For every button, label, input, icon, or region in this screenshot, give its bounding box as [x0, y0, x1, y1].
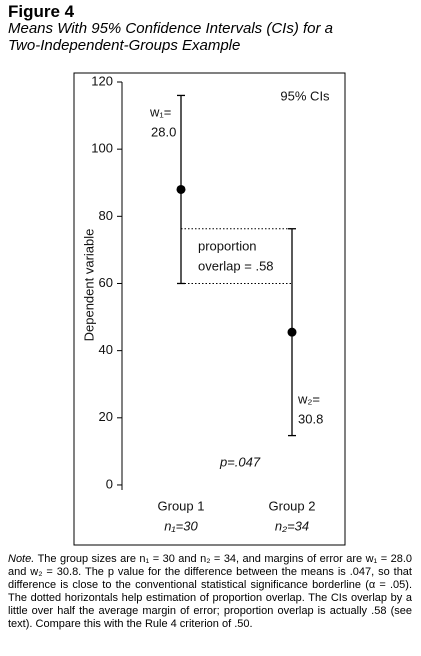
y-axis-label: Dependent variable — [81, 229, 96, 342]
y-tick-label: 0 — [106, 476, 113, 491]
y-tick-label: 60 — [99, 275, 113, 290]
y-tick-label: 20 — [99, 409, 113, 424]
mean-point — [287, 327, 297, 337]
mean-point — [176, 184, 186, 194]
legend-text: 95% CIs — [280, 88, 330, 103]
sample-label: n₁=30 — [164, 518, 198, 533]
p-annotation: p=.047 — [219, 454, 261, 469]
subtitle-line: Means With 95% Confidence Intervals (CIs… — [8, 20, 333, 37]
frame — [73, 72, 346, 546]
note: Note. The group sizes are n₁ = 30 and n₂… — [8, 553, 412, 631]
x-tick-label: Group 1 — [158, 498, 205, 513]
sample-label: n₂=34 — [275, 518, 309, 533]
error-name: w₁= — [149, 104, 171, 119]
subtitle-line: Two-Independent-Groups Example — [8, 37, 241, 54]
error-name: w₂= — [297, 391, 320, 406]
figure-subtitle: Means With 95% Confidence Intervals (CIs… — [8, 20, 333, 54]
y-tick-label: 40 — [99, 342, 113, 357]
error-label: 30.8 — [298, 411, 323, 426]
note-text: The group sizes are n₁ = 30 and n₂ = 34,… — [8, 553, 413, 630]
annotation: proportion — [198, 238, 257, 253]
note-label: Note. — [8, 553, 35, 565]
figure-title: Figure 4 — [8, 2, 75, 21]
error-label: 28.0 — [151, 124, 176, 139]
y-tick-label: 120 — [91, 73, 113, 88]
annotation: overlap = .58 — [198, 258, 274, 273]
chart: Dependent variable 95% CIs proportion ov… — [73, 72, 346, 546]
y-tick-label: 100 — [91, 141, 113, 156]
x-tick-label: Group 2 — [269, 498, 316, 513]
y-tick-label: 80 — [99, 208, 113, 223]
